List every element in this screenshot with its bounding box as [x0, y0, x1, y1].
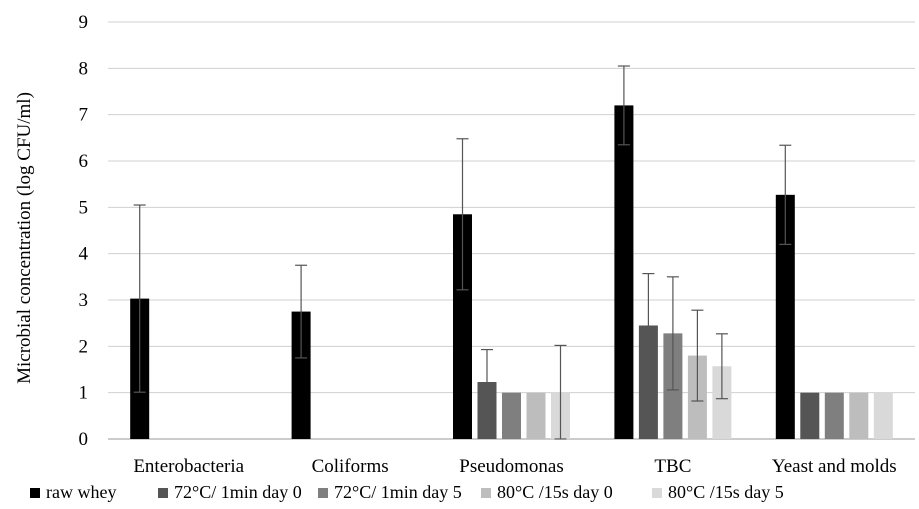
x-category-label: Coliforms: [312, 456, 389, 477]
y-tick-label: 2: [79, 336, 89, 357]
y-tick-label: 7: [79, 105, 89, 126]
bar-pseudomonas-series-3: [502, 392, 521, 439]
y-tick-label: 3: [79, 290, 89, 311]
legend-swatch: [30, 488, 40, 498]
legend-label: 72°C/ 1min day 5: [334, 482, 462, 502]
y-tick-label: 0: [79, 429, 89, 450]
bar-yeast-and-molds-series-4: [849, 392, 869, 439]
legend-swatch: [481, 488, 491, 498]
bar-yeast-and-molds-series-3: [824, 392, 844, 439]
legend: raw whey 72°C/ 1min day 0 72°C/ 1min day 5…: [30, 482, 784, 502]
y-tick-label: 5: [79, 197, 89, 218]
x-category-label: Yeast and molds: [772, 456, 897, 477]
x-category-label: TBC: [654, 456, 691, 477]
y-tick-label: 4: [79, 244, 89, 265]
x-axis-labels: Enterobacteria Coliforms Pseudomonas TBC Yea…: [133, 456, 896, 477]
x-category-label: Enterobacteria: [133, 456, 244, 477]
legend-swatch: [158, 488, 168, 498]
bar-pseudomonas-series-4: [526, 392, 546, 439]
bars: [130, 105, 893, 440]
legend-item: 72°C/ 1min day 5: [318, 482, 462, 502]
legend-item: raw whey: [30, 482, 116, 502]
legend-item: 80°C /15s day 0: [481, 482, 613, 502]
legend-item: 72°C/ 1min day 0: [158, 482, 302, 502]
legend-swatch: [318, 488, 328, 498]
y-axis: 0 1 2 3 4 5 6 7 8 9: [79, 12, 89, 450]
bar-coliforms-series-1: [291, 311, 311, 439]
x-category-label: Pseudomonas: [459, 456, 564, 477]
legend-item: 80°C /15s day 5: [652, 482, 784, 502]
y-axis-title: Microbial concentration (log CFU/ml): [14, 92, 35, 384]
bar-yeast-and-molds-series-2: [800, 392, 820, 439]
bar-yeast-and-molds-series-1: [775, 194, 795, 439]
y-tick-label: 9: [79, 12, 89, 33]
y-tick-label: 6: [79, 151, 89, 172]
bar-pseudomonas-series-1: [453, 214, 472, 439]
error-bars: [133, 65, 792, 440]
bar-tbc-series-5: [712, 366, 732, 439]
y-tick-label: 1: [79, 383, 89, 404]
bar-yeast-and-molds-series-5: [873, 392, 893, 439]
legend-label: 72°C/ 1min day 0: [174, 482, 302, 502]
gridlines: [108, 21, 915, 440]
legend-label: 80°C /15s day 0: [497, 482, 613, 502]
y-tick-label: 8: [79, 58, 89, 79]
legend-swatch: [652, 488, 662, 498]
bar-tbc-series-2: [638, 325, 658, 439]
bar-tbc-series-1: [614, 105, 634, 440]
legend-label: raw whey: [46, 482, 116, 502]
legend-label: 80°C /15s day 5: [668, 482, 784, 502]
